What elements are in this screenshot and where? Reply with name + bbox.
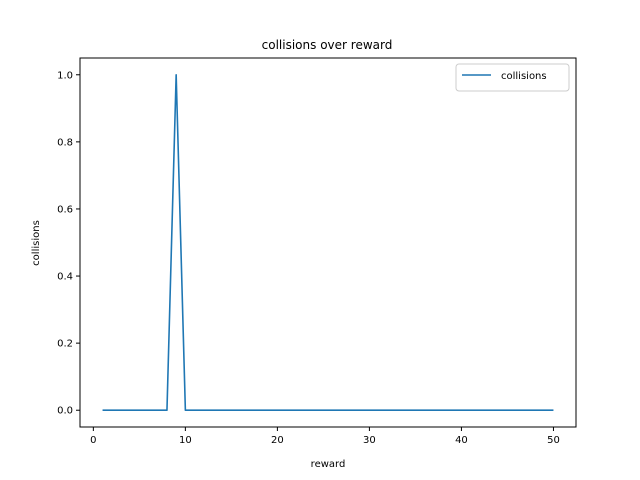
x-tick-label: 0 [90,435,96,446]
series-line-collisions [102,73,554,412]
x-tick-label: 30 [363,435,376,446]
x-tick-label: 20 [271,435,284,446]
y-tick-label: 0.2 [57,339,73,350]
x-tick-label: 40 [455,435,468,446]
legend-label: collisions [501,71,547,82]
axis-ticks: 0 10 20 30 40 50 0.0 0.2 0.4 0.6 0.8 1.0 [57,70,560,446]
legend: collisions [455,63,570,92]
y-tick-label: 0.4 [57,272,73,283]
plot-area [102,73,554,412]
y-tick-label: 1.0 [57,70,73,81]
axes-frame [79,57,577,428]
y-axis-label: collisions [31,220,42,266]
legend-box [455,63,570,92]
x-tick-label: 10 [179,435,192,446]
x-axis-label: reward [311,459,346,470]
y-tick-label: 0.8 [57,137,73,148]
y-tick-label: 0.6 [57,204,73,215]
chart-title: collisions over reward [262,38,393,52]
y-tick-label: 0.0 [57,406,73,417]
x-tick-label: 50 [547,435,560,446]
